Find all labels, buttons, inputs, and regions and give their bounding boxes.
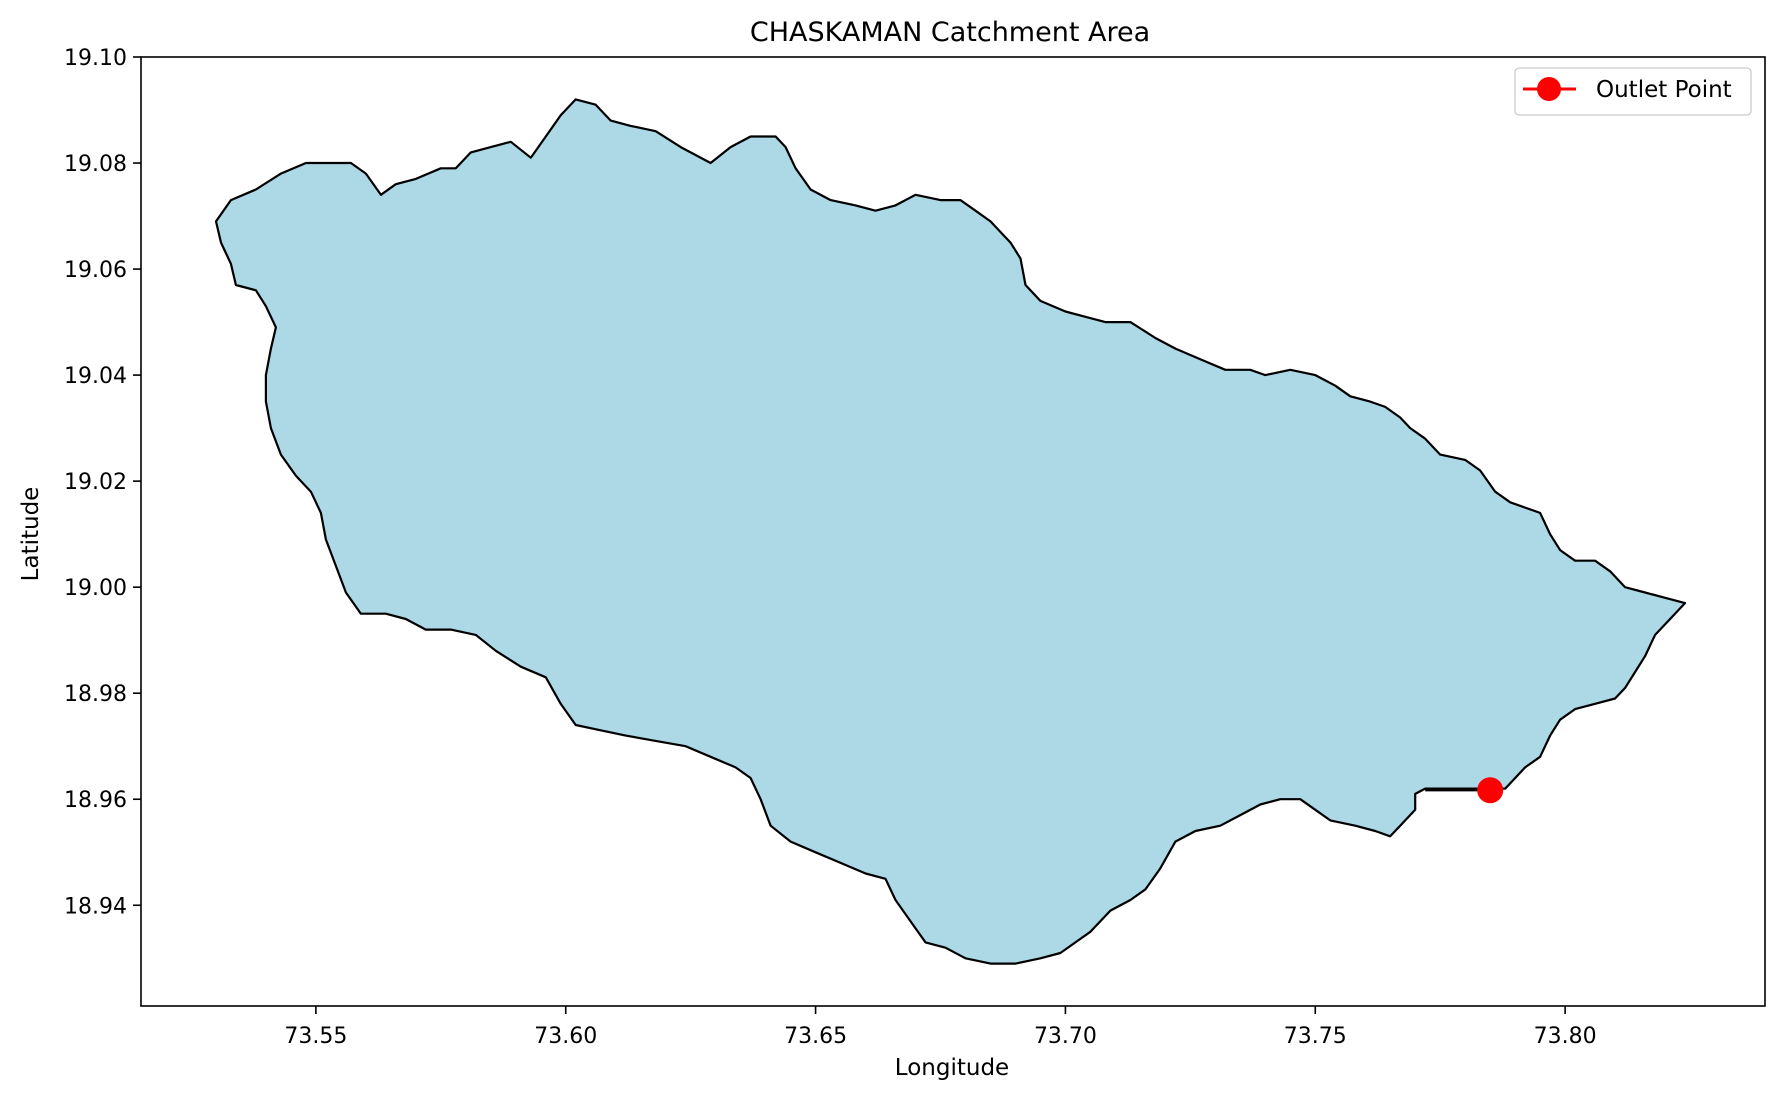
plot-area xyxy=(214,98,1687,965)
y-axis-label: Latitude xyxy=(18,487,44,582)
legend: Outlet Point xyxy=(1514,67,1752,116)
outlet-point-marker xyxy=(1477,777,1504,804)
y-tick-label: 18.96 xyxy=(64,788,127,813)
y-axis-ticks: 18.94 18.96 18.98 19.00 19.02 19.04 19.06 19.08… xyxy=(64,46,141,919)
legend-box xyxy=(1514,67,1752,116)
legend-entry-outlet-point: Outlet Point xyxy=(1596,77,1732,103)
chart-title: CHASKAMAN Catchment Area xyxy=(750,17,1150,48)
y-tick-label: 18.94 xyxy=(64,894,127,919)
y-tick-label: 19.00 xyxy=(64,576,127,601)
x-tick-label: 73.65 xyxy=(784,1024,847,1049)
y-tick-label: 19.04 xyxy=(64,364,127,389)
y-tick-label: 19.02 xyxy=(64,470,127,495)
legend-marker xyxy=(1537,77,1561,101)
y-tick-label: 19.06 xyxy=(64,258,127,283)
y-tick-label: 19.08 xyxy=(64,152,127,177)
y-tick-label: 18.98 xyxy=(64,682,127,707)
x-tick-label: 73.80 xyxy=(1534,1024,1597,1049)
axes-frame xyxy=(140,56,1766,1007)
x-tick-label: 73.75 xyxy=(1284,1024,1347,1049)
catchment-polygon xyxy=(214,98,1687,965)
x-tick-label: 73.55 xyxy=(284,1024,347,1049)
x-axis-ticks: 73.55 73.60 73.65 73.70 73.75 73.80 xyxy=(284,1006,1597,1049)
y-tick-label: 19.10 xyxy=(64,46,127,71)
x-tick-label: 73.70 xyxy=(1034,1024,1097,1049)
x-tick-label: 73.60 xyxy=(534,1024,597,1049)
x-axis-label: Longitude xyxy=(895,1055,1009,1081)
